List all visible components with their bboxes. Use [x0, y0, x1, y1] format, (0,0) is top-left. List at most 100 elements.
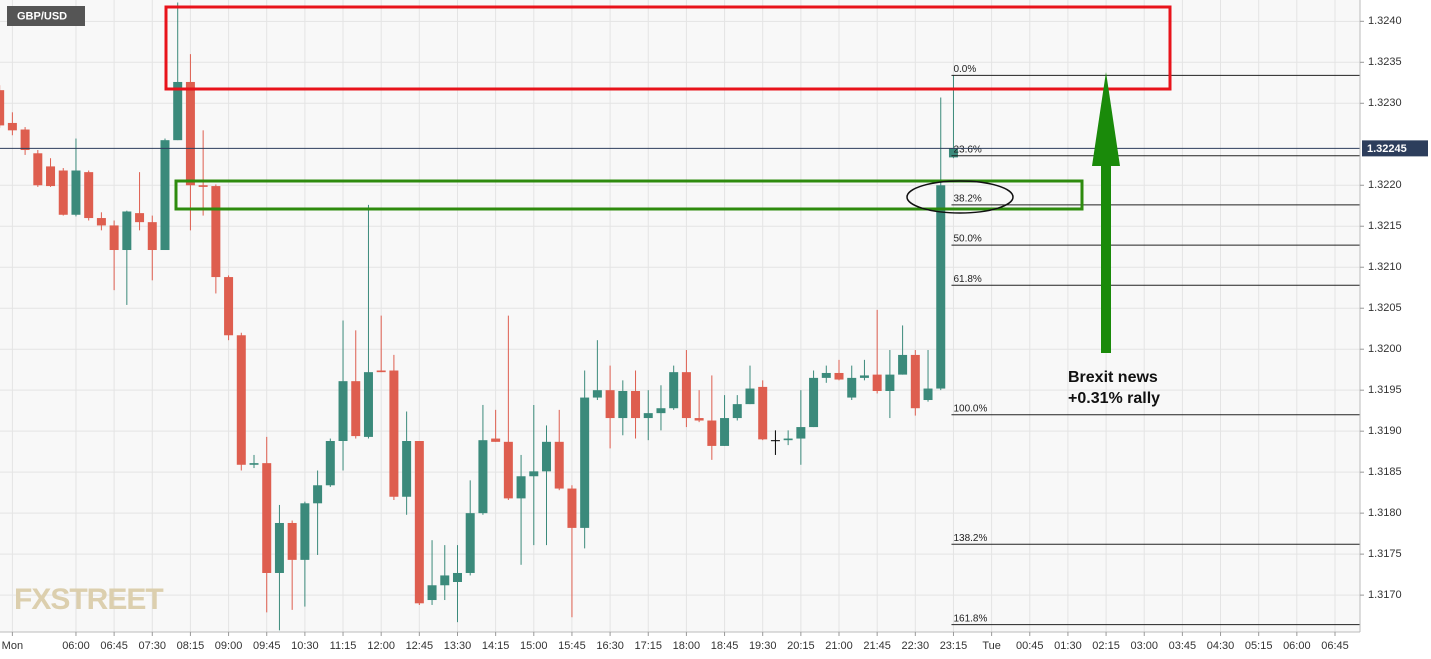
arrow-head	[1092, 72, 1120, 166]
y-tick-label: 1.3215	[1368, 220, 1402, 232]
fib-label: 23.6%	[953, 144, 981, 155]
overlay: 0.0% 23.6% 38.2% 50.0% 61.8% 100.0% 138.2% 161.…	[0, 64, 1360, 626]
fib-label: 138.2%	[953, 533, 987, 544]
y-tick-label: 1.3185	[1368, 466, 1402, 478]
candle-body	[796, 427, 806, 439]
candle-body	[376, 370, 386, 373]
y-tick-label: 1.3220	[1368, 179, 1402, 191]
candle-body	[71, 170, 81, 215]
x-tick-label: 23:15	[940, 640, 968, 652]
x-tick-label: 10:30	[291, 640, 319, 652]
x-tick-label: 06:00	[62, 640, 90, 652]
candle-body	[84, 172, 94, 219]
x-tick-label: 21:45	[863, 640, 891, 652]
candle-body	[948, 148, 958, 158]
candle-body	[491, 438, 501, 442]
candle-body	[427, 585, 437, 601]
candle-body	[669, 372, 679, 409]
candle-body	[745, 388, 755, 405]
x-tick-label: 11:15	[330, 640, 357, 652]
candle-body	[7, 122, 17, 131]
y-tick-label: 1.3180	[1368, 507, 1402, 519]
candle-body	[910, 354, 920, 409]
candle-body	[707, 420, 717, 446]
candle-body	[847, 377, 857, 398]
candle-body	[898, 354, 908, 375]
candle-body	[872, 374, 882, 392]
x-tick-label: 12:00	[367, 640, 395, 652]
y-tick-label: 1.3205	[1368, 302, 1402, 314]
candle-body	[643, 413, 653, 419]
fib-label: 161.8%	[953, 613, 987, 624]
candle-body	[821, 372, 831, 378]
candle-body	[567, 488, 577, 528]
x-tick-label: 22:30	[902, 640, 930, 652]
x-tick-label: 18:00	[673, 640, 701, 652]
candle-body	[631, 391, 641, 419]
y-tick-label: 1.3210	[1368, 261, 1402, 273]
y-tick-label: 1.3240	[1368, 15, 1402, 27]
candle-body	[516, 476, 526, 499]
candle-body	[313, 485, 323, 504]
candle-body	[287, 522, 297, 560]
x-tick-label: 00:45	[1016, 640, 1044, 652]
candle-body	[160, 140, 170, 251]
x-tick-label: 03:00	[1130, 640, 1158, 652]
candle-body	[389, 370, 399, 497]
candle-body	[732, 404, 742, 419]
support-box	[174, 179, 1084, 211]
last-price-box	[1362, 140, 1428, 157]
candle-body	[618, 391, 628, 419]
candle-body	[122, 211, 132, 251]
fib-label: 38.2%	[953, 194, 981, 205]
x-tick-label: 07:30	[139, 640, 167, 652]
x-tick-label: 06:45	[100, 640, 128, 652]
candle-body	[224, 277, 234, 336]
candle-body	[58, 170, 68, 215]
y-tick-label: 1.3230	[1368, 97, 1402, 109]
candle-body	[592, 390, 602, 398]
candle-body	[211, 186, 221, 278]
x-tick-label: 06:00	[1283, 640, 1311, 652]
candle-body	[529, 471, 539, 477]
x-tick-label: 03:45	[1169, 640, 1197, 652]
x-tick-label: 01:30	[1054, 640, 1082, 652]
y-tick-label: 1.3235	[1368, 56, 1402, 68]
x-tick-label: 21:00	[825, 640, 853, 652]
candle-body	[859, 375, 869, 378]
candle-body	[0, 90, 5, 126]
candle-body	[542, 441, 552, 472]
x-tick-label: Tue	[982, 640, 1001, 652]
x-tick-label: 09:45	[253, 640, 281, 652]
candle-body	[351, 381, 361, 437]
x-tick-label: 18:45	[711, 640, 739, 652]
y-tick-label: 1.3200	[1368, 343, 1402, 355]
symbol-box	[7, 6, 85, 26]
last-price-label: 1.32245	[1367, 143, 1407, 155]
candle-body	[173, 81, 183, 141]
candle-body	[452, 572, 462, 582]
candle-body	[694, 418, 704, 421]
candle-body	[503, 441, 513, 499]
x-tick-label: 09:00	[215, 640, 243, 652]
candle-body	[580, 397, 590, 528]
candle-body	[605, 390, 615, 419]
candle-body	[885, 374, 895, 392]
x-tick-label: 15:00	[520, 640, 548, 652]
candle-body	[554, 441, 564, 489]
highlight-ellipse	[906, 180, 1014, 214]
candle-body	[20, 129, 30, 151]
arrow-shaft	[1101, 163, 1111, 353]
candle-body	[325, 441, 335, 486]
candle-body	[770, 440, 780, 442]
candle-body	[249, 463, 259, 465]
candle-body	[809, 377, 819, 428]
candle-body	[834, 372, 844, 380]
candle-body	[656, 408, 666, 414]
candle-body	[720, 418, 730, 446]
candle-body	[274, 522, 284, 573]
x-tick-label: 05:15	[1245, 640, 1273, 652]
candle-body	[109, 225, 119, 251]
x-tick-label: 19:30	[749, 640, 777, 652]
candle-body	[147, 222, 157, 251]
